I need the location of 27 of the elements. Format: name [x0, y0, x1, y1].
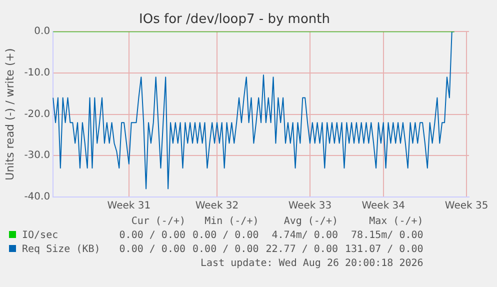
chart-title: IOs for /dev/loop7 - by month: [139, 12, 330, 28]
x-tick-label: Week 33: [288, 200, 332, 212]
x-tick-label: Week 34: [362, 200, 406, 212]
text: 0.00 / 0.00: [118, 229, 187, 243]
text: 78.15m/ 0.00: [350, 229, 424, 243]
text: 0.00 / 0.00: [118, 243, 187, 257]
text: 4.74m/ 0.00: [270, 229, 339, 243]
text: 0.00 / 0.00: [192, 243, 260, 257]
y-axis-title: Units read (-) / write (+): [3, 48, 16, 180]
text: 0.00 / 0.00: [192, 229, 260, 243]
text: Avg (-/+): [282, 215, 339, 229]
text: Last update: Wed Aug 26 20:00:18 2026: [200, 257, 424, 271]
x-tick-label: Week 31: [107, 200, 151, 212]
x-tick-label: Week 35: [444, 200, 488, 212]
y-tick-label: 0.0: [34, 26, 50, 38]
y-tick-label: -10.0: [24, 68, 50, 79]
text: 131.07 / 0.00: [344, 243, 424, 257]
y-tick-label: -20.0: [24, 108, 50, 120]
y-tick-label: -30.0: [24, 150, 50, 162]
x-tick-label: Week 32: [195, 200, 239, 212]
text: 22.77 / 0.00: [264, 243, 339, 257]
y-tick-label: -40.0: [24, 192, 50, 203]
text: Min (-/+): [204, 215, 260, 229]
legend-label: IO/sec: [21, 229, 60, 243]
legend-label: Req Size (KB): [21, 243, 102, 257]
text: Cur (-/+): [130, 215, 187, 229]
text: Max (-/+): [368, 215, 424, 229]
